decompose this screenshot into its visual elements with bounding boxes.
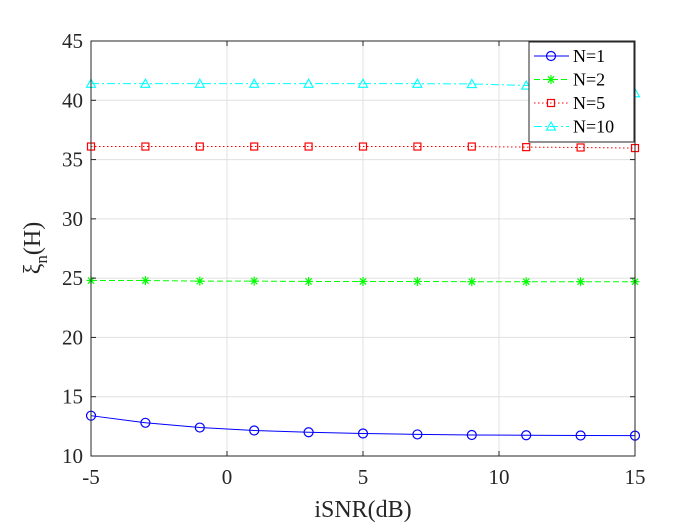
data-point [412, 429, 423, 440]
data-point [195, 142, 204, 151]
legend-label: N=5 [573, 93, 605, 113]
legend-item: N=5 [534, 93, 605, 113]
data-point [194, 78, 206, 88]
x-tick-label: 15 [625, 465, 646, 489]
legend-item: N=1 [534, 46, 605, 66]
data-point [304, 142, 313, 151]
data-point [140, 276, 150, 286]
y-axis-label-subscript: n [32, 255, 51, 264]
data-point [250, 142, 259, 151]
y-axis-label-symbol: ξ [20, 263, 46, 274]
data-point [303, 78, 315, 88]
data-point [521, 430, 532, 441]
legend-item: N=10 [534, 117, 614, 137]
data-point [249, 276, 259, 286]
data-point [194, 422, 205, 433]
x-tick-label: 5 [358, 465, 369, 489]
data-point [466, 429, 477, 441]
data-point [249, 425, 260, 436]
data-point [357, 428, 369, 439]
legend-marker [545, 50, 557, 62]
data-point [413, 142, 422, 151]
data-point [466, 78, 478, 89]
data-point [358, 142, 368, 151]
legend-label: N=10 [573, 117, 614, 137]
series-line [91, 146, 636, 149]
data-point [139, 78, 151, 88]
y-tick-label: 20 [62, 325, 83, 349]
data-point [576, 277, 586, 287]
data-point [411, 78, 423, 88]
x-tick-label: -5 [82, 465, 100, 489]
y-tick-label: 30 [62, 207, 83, 231]
data-point [521, 277, 531, 287]
y-tick-label: 45 [62, 29, 83, 53]
data-point [140, 417, 151, 428]
y-axis-label-suffix: (H) [20, 222, 46, 255]
y-tick-label: 25 [62, 266, 83, 290]
data-point [357, 78, 369, 88]
legend-marker [546, 98, 556, 108]
data-point [303, 427, 314, 438]
data-point [248, 78, 260, 88]
legend-item: N=2 [534, 70, 605, 90]
y-tick-label: 35 [62, 148, 83, 172]
legend-label: N=1 [573, 46, 605, 66]
legend-marker [545, 120, 557, 131]
series-line [90, 415, 636, 437]
data-point [467, 142, 476, 151]
legend-marker [546, 75, 556, 84]
data-point [522, 143, 531, 152]
x-tick-label: 10 [489, 465, 510, 489]
legend-label: N=2 [573, 70, 605, 90]
legend: N=1 N=2 N=5 N=10 [528, 41, 635, 143]
y-tick-label: 40 [62, 88, 83, 112]
y-tick-label: 15 [62, 385, 83, 409]
data-point [304, 276, 314, 286]
axis-ticks: -5 0 5 10 15 10 15 20 25 30 35 40 45 [62, 29, 646, 489]
data-point [358, 276, 368, 286]
data-point [141, 142, 150, 151]
data-point [195, 276, 205, 286]
y-axis-label: ξn(H) [20, 222, 51, 275]
data-point [576, 143, 585, 152]
data-point [520, 79, 532, 90]
data-point [575, 430, 586, 441]
data-point [467, 277, 477, 287]
data-point [412, 276, 422, 286]
y-tick-label: 10 [62, 444, 83, 468]
x-axis-label: iSNR(dB) [314, 497, 411, 523]
legend-box [528, 41, 635, 143]
x-tick-label: 0 [222, 465, 233, 489]
